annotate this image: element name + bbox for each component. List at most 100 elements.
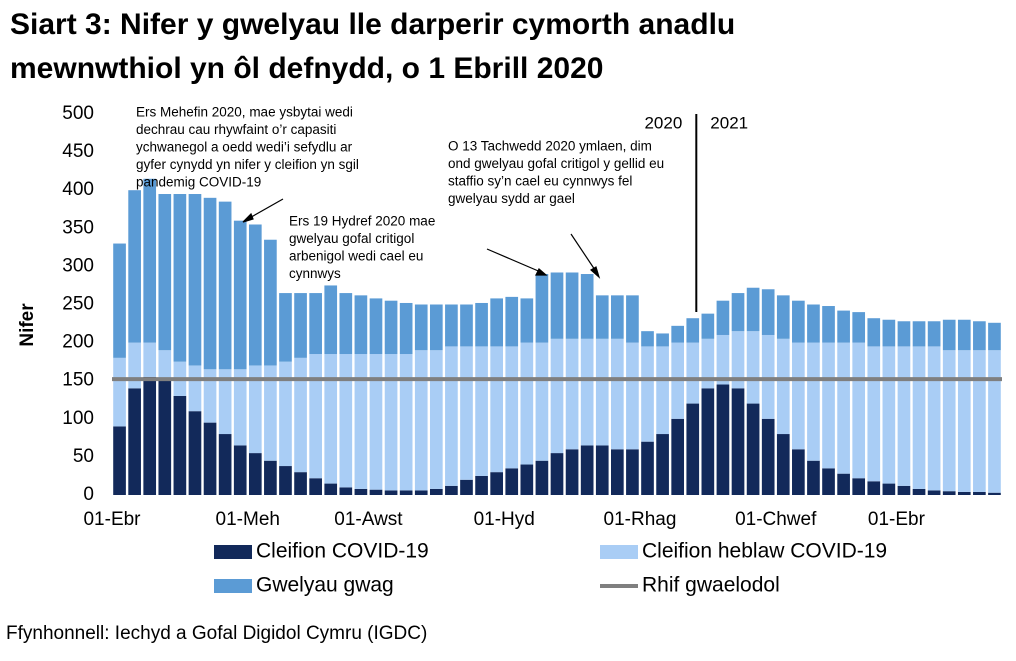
bar-segment [535,274,549,343]
chart-title: Siart 3: Nifer y gwelyau lle darperir cy… [10,8,735,41]
bar-segment [294,293,307,358]
arrow-head [535,268,548,276]
bar-segment [897,321,911,347]
y-tick-label: 50 [73,446,94,467]
y-tick-label: 150 [62,370,94,391]
legend-label: Gwelyau gwag [256,574,394,597]
legend-label: Cleifion COVID-19 [256,540,429,563]
bar-segment [294,472,307,495]
legend-swatch [600,584,638,588]
bar-segment [535,460,549,495]
bar-segment [445,346,458,486]
bar-segment [429,350,443,489]
bar-segment [233,220,247,370]
legend-label: Rhif gwaelodol [642,574,780,597]
bar-segment [520,298,534,343]
annotation: Ers 19 Hydref 2020 mae [289,214,435,229]
bar-segment [701,388,715,495]
bar-segment [309,354,322,479]
bar-segment [776,338,790,435]
bar-segment [475,302,488,347]
arrow [486,248,544,274]
bar-segment [490,472,503,495]
y-tick-label: 250 [62,294,94,315]
bar-segment [113,243,126,358]
bar-segment [973,350,986,492]
legend-swatch [214,545,252,559]
bar-segment [912,488,926,495]
x-tick-label: 01-Awst [334,509,403,530]
chart-title: mewnwthiol yn ôl defnydd, o 1 Ebrill 202… [10,52,603,85]
bar-segment [807,342,820,461]
bar-segment [460,479,473,495]
bar-segment [656,346,669,435]
bar-segment [324,483,338,495]
x-tick-label: 01-Ebr [868,509,926,530]
bar-segment [143,376,157,495]
bar-segment [248,453,262,495]
x-tick-label: 01-Rhag [604,509,677,530]
y-tick-label: 200 [62,332,94,353]
bar-segment [158,350,172,381]
bar-segment [611,295,624,339]
bar-segment [671,418,685,495]
bar-segment [429,488,443,495]
bar-segment [837,473,850,495]
bar-segment [324,354,338,484]
bar-segment [716,384,730,495]
bar-segment [339,354,353,488]
bar-segment [535,342,549,461]
bar-segment [595,338,609,446]
bar-segment [761,289,775,335]
bar-segment [384,490,398,495]
bar-segment [761,334,775,419]
bar-segment [746,331,760,404]
bar-segment [384,354,398,491]
bar-segment [882,346,896,484]
bar-segment [429,304,443,351]
bar-segment [807,460,820,495]
bar-segment [188,365,202,412]
bar-segment [912,321,926,347]
bar-segment [218,434,232,495]
bar-segment [143,178,157,343]
bar-segment [957,350,971,492]
bar-segment [822,342,835,469]
y-axis-label: Nifer [17,303,38,347]
bar-segment [837,310,850,343]
bar-segment [354,295,368,355]
bar-segment [309,478,322,495]
bar-segment [957,319,971,351]
bar-segment [565,338,579,450]
y-tick-label: 0 [83,484,94,505]
bar-segment [369,489,383,495]
bar-segment [731,331,745,389]
bar-segment [218,201,232,370]
bar-segment [565,449,579,495]
bar-segment [173,395,187,495]
bar-segment [339,487,353,495]
bar-segment [460,304,473,347]
annotation: cynnwys [289,266,341,281]
annotation: pandemig COVID-19 [136,175,261,190]
y-tick-label: 450 [62,141,94,162]
bar-segment [490,346,503,473]
bar-segment [414,490,428,495]
y-tick-label: 100 [62,408,94,429]
annotation: dechrau cau rhywfaint o’r capasiti [136,122,336,137]
bar-segment [792,342,805,450]
bar-segment [369,354,383,490]
bar-segment [611,338,624,450]
bar-segment [792,449,805,495]
bar-segment [550,453,564,495]
bar-segment [897,485,911,495]
bars [113,178,1001,495]
bar-segment [399,354,413,491]
bar-segment [565,272,579,339]
bar-segment [852,342,866,479]
annotation: gyfer cynydd yn nifer y cleifion yn sgil [136,157,359,172]
bar-segment [973,491,986,495]
overlay: Siart 3: Nifer y gwelyau lle darperir cy… [6,8,1002,644]
bar-segment [867,346,881,482]
bar-segment [988,322,1001,351]
